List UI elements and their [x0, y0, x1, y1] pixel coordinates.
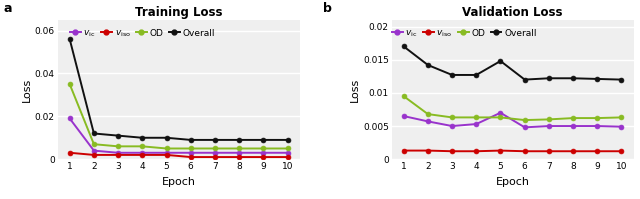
Y-axis label: Loss: Loss: [350, 77, 360, 102]
Text: b: b: [323, 2, 332, 15]
Title: Training Loss: Training Loss: [135, 6, 222, 19]
Legend: $v_\mathregular{ic}$, $v_\mathregular{iso}$, OD, Overall: $v_\mathregular{ic}$, $v_\mathregular{is…: [392, 29, 537, 39]
Y-axis label: Loss: Loss: [22, 77, 32, 102]
X-axis label: Epoch: Epoch: [162, 177, 196, 186]
Legend: $v_\mathregular{ic}$, $v_\mathregular{iso}$, OD, Overall: $v_\mathregular{ic}$, $v_\mathregular{is…: [70, 29, 215, 39]
Title: Validation Loss: Validation Loss: [462, 6, 563, 19]
Text: a: a: [3, 2, 12, 15]
X-axis label: Epoch: Epoch: [495, 177, 529, 186]
